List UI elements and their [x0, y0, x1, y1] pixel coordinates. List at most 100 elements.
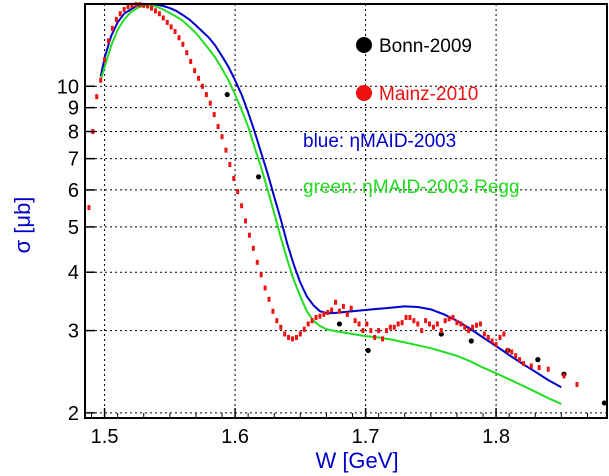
mainz-data-point	[341, 303, 345, 309]
model-curves	[99, 3, 562, 405]
legend-label-blue-model: blue: ηMAID-2003	[303, 131, 456, 152]
mainz-data-point	[404, 314, 408, 320]
mainz-data-point	[428, 321, 432, 327]
x-tick-label: 1.8	[482, 426, 510, 448]
mainz-data-point	[106, 38, 110, 44]
mainz-data-point	[562, 373, 566, 379]
mainz-data-point	[518, 357, 522, 363]
bonn-data-point	[365, 347, 371, 354]
mainz-data-point	[412, 318, 416, 324]
mainz-data-point	[181, 41, 185, 47]
mainz-data-point	[475, 322, 478, 328]
mainz-data-point	[283, 331, 287, 337]
mainz-data-point	[478, 321, 482, 327]
y-tick-label: 3	[68, 321, 79, 343]
mainz-data-point	[189, 58, 193, 64]
mainz-data-point	[365, 321, 369, 327]
mainz-data-point	[384, 328, 388, 334]
mainz-data-point	[251, 245, 255, 251]
mainz-data-point	[443, 318, 447, 324]
mainz-data-point	[455, 320, 459, 326]
mainz-data-point	[447, 316, 451, 322]
legend-marker-mainz	[356, 85, 372, 101]
mainz-data-point	[212, 112, 216, 118]
mainz-data-point	[514, 353, 518, 359]
mainz-data-point	[118, 11, 122, 17]
mainz-data-point	[200, 83, 204, 89]
mainz-data-point	[334, 299, 338, 305]
mainz-data-point	[353, 318, 357, 324]
legend-label-bonn: Bonn-2009	[379, 36, 472, 57]
mainz-data-point	[95, 94, 99, 100]
mainz-data-point	[298, 331, 302, 337]
y-tick-label: 10	[57, 76, 79, 98]
y-tick-label: 8	[68, 122, 79, 144]
mainz-data-point	[244, 218, 248, 224]
mainz-data-point	[424, 318, 428, 324]
mainz-data-point	[122, 6, 126, 12]
mainz-data-point	[537, 365, 541, 371]
mainz-data-point	[185, 50, 189, 56]
mainz-data-point	[345, 311, 349, 317]
grid	[85, 4, 607, 418]
mainz-data-point	[521, 361, 525, 367]
mainz-data-point	[290, 336, 294, 342]
mainz-data-point	[361, 328, 365, 334]
mainz-data-point	[197, 75, 201, 81]
mainz-data-point	[173, 28, 177, 34]
mainz-data-point	[510, 349, 514, 355]
bonn-data-point	[336, 321, 343, 327]
mainz-data-point	[216, 124, 220, 130]
mainz-data-point	[529, 363, 533, 369]
mainz-data-point	[146, 3, 150, 9]
mainz-data-point	[326, 309, 330, 315]
mainz-data-point	[103, 57, 107, 63]
mainz-data-point	[220, 134, 224, 140]
mainz-data-point	[224, 147, 228, 153]
mainz-data-point	[494, 342, 498, 348]
mainz-data-point	[431, 324, 435, 330]
mainz-data-point	[318, 313, 322, 319]
mainz-data-point	[486, 334, 490, 340]
mainz-data-point	[306, 321, 310, 327]
mainz-data-point	[330, 307, 334, 313]
mainz-data-point	[247, 232, 251, 238]
mainz-data-point	[471, 324, 475, 330]
mainz-data-point	[263, 285, 267, 291]
y-tick-label: 9	[68, 98, 79, 120]
mainz-data-point	[142, 2, 146, 8]
green-model-curve	[99, 4, 562, 405]
mainz-data-point	[279, 324, 283, 330]
mainz-data-point	[130, 2, 134, 8]
plot-frame	[84, 3, 608, 419]
mainz-data-point	[482, 331, 486, 337]
mainz-data-point	[259, 272, 263, 278]
mainz-data-point	[161, 15, 165, 21]
mainz-data-point	[208, 100, 212, 106]
y-tick-label: 2	[68, 403, 79, 425]
x-axis-title: W [GeV]	[315, 448, 398, 473]
mainz-data-point	[232, 175, 236, 181]
mainz-data-point	[420, 328, 424, 334]
legend-marker-bonn	[356, 37, 372, 53]
mainz-data-point	[439, 328, 443, 334]
mainz-data-point	[177, 35, 181, 41]
mainz-data-point	[349, 305, 353, 311]
mainz-data-point	[204, 92, 208, 98]
mainz-data-point	[165, 19, 169, 25]
mainz-data-point	[451, 314, 455, 320]
mainz-data-point	[392, 324, 396, 330]
mainz-data-point	[236, 189, 240, 195]
mainz-data-point	[490, 338, 494, 344]
mainz-data-point	[357, 321, 361, 327]
mainz-data-point	[150, 5, 154, 11]
mainz-data-point	[310, 318, 314, 324]
mainz-data-point	[169, 24, 173, 30]
mainz-data-point	[506, 347, 510, 353]
bonn-data-point	[468, 338, 474, 344]
y-axis-title: σ [μb]	[10, 197, 35, 254]
mainz-data-point	[502, 331, 506, 337]
data-points	[87, 2, 607, 406]
